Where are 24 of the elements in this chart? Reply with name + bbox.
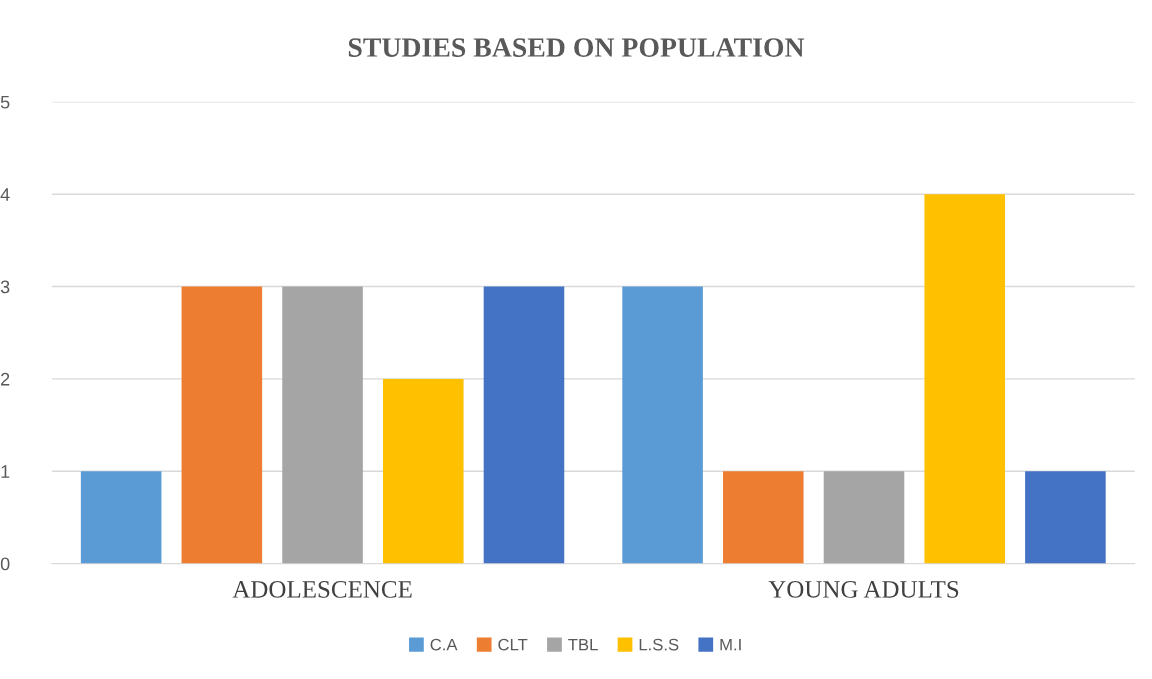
bar [181, 286, 263, 564]
y-tick-label: 2 [1, 372, 10, 386]
legend-label: TBL [568, 638, 598, 651]
y-tick-label: 0 [0, 557, 10, 571]
bar [382, 378, 464, 564]
bar [622, 286, 703, 564]
chart-title: STUDIES BASED ON POPULATION [348, 38, 805, 57]
legend-label: CLT [498, 638, 528, 651]
bar [483, 286, 565, 564]
y-tick-label: 3 [0, 280, 10, 294]
bar [823, 471, 905, 564]
x-tick-label: YOUNG ADULTS [768, 581, 959, 598]
y-tick-label: 4 [0, 188, 10, 201]
x-tick-label: ADOLESCENCE [232, 581, 412, 598]
y-tick-label: 1 [1, 465, 10, 478]
legend-label: M.I [720, 638, 741, 651]
bar [723, 471, 804, 564]
legend-label: C.A [430, 638, 458, 651]
bar [80, 471, 162, 564]
legend-label: L.S.S [639, 638, 679, 651]
bar [924, 194, 1005, 564]
bar [1025, 471, 1106, 564]
y-tick-label: 5 [0, 95, 10, 109]
bar [282, 286, 363, 564]
